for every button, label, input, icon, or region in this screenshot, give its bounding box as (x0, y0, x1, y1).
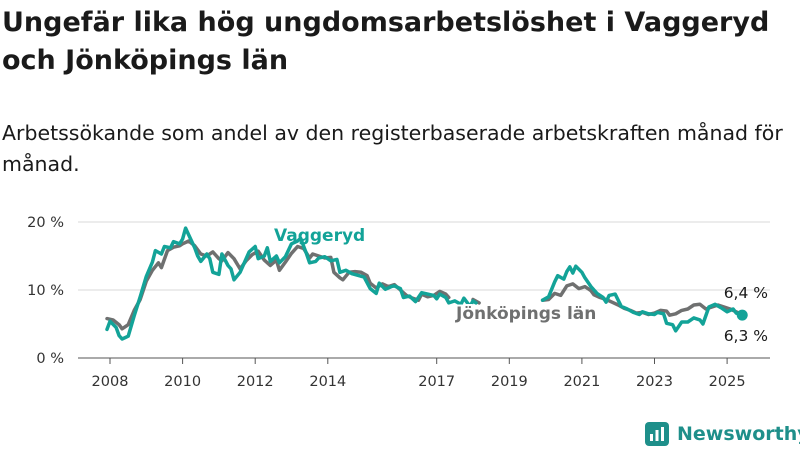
series-line-jonkoping (105, 239, 744, 331)
x-tick-label: 2017 (418, 374, 455, 390)
x-tick-label: 2019 (491, 374, 528, 390)
brand-logo: Newsworthy (645, 419, 800, 449)
x-tick-label: 2021 (563, 374, 600, 390)
label-layer: 6,4 % 6,3 % Vaggeryd Jönköpings län (274, 226, 768, 345)
line-chart: 0 % 10 % 20 % 2008 2010 2012 2014 2017 2019 2021… (27, 215, 770, 390)
series-line-vaggeryd (105, 226, 744, 341)
x-tick-label: 2008 (92, 374, 129, 390)
y-tick-label: 20 % (27, 215, 64, 231)
x-tick-label: 2014 (309, 374, 346, 390)
series-label-jonkoping: Jönköpings län (455, 304, 596, 324)
x-tick-label: 2012 (237, 374, 274, 390)
x-axis: 2008 2010 2012 2014 2017 2019 2021 2023 2025 (78, 357, 770, 390)
end-label-vaggeryd: 6,3 % (724, 327, 768, 345)
x-tick-label: 2023 (636, 374, 673, 390)
chart-title: Ungefär lika hög ungdomsarbetslöshet i V… (2, 7, 770, 76)
end-label-jonkoping: 6,4 % (724, 284, 768, 302)
newsworthy-logo-icon (645, 422, 669, 446)
x-tick-label: 2010 (164, 374, 201, 390)
brand-name: Newsworthy (677, 423, 800, 445)
end-point-marker (736, 309, 748, 321)
y-tick-label: 0 % (36, 351, 64, 367)
y-tick-label: 10 % (27, 283, 64, 299)
series-layer (105, 226, 744, 341)
x-tick-label: 2025 (709, 374, 746, 390)
series-label-vaggeryd: Vaggeryd (274, 226, 365, 246)
chart-subtitle: Arbetssökande som andel av den registerb… (2, 121, 783, 176)
grid-layer: 0 % 10 % 20 % (27, 215, 770, 367)
